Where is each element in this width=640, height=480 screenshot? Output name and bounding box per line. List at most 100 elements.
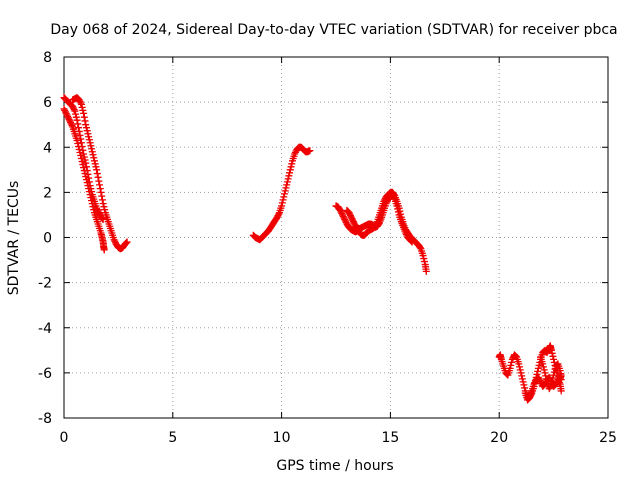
data-point: [345, 209, 353, 217]
data-point: [521, 384, 529, 392]
data-point: [122, 239, 130, 247]
data-point: [78, 158, 86, 166]
data-point: [548, 377, 556, 385]
data-point: [101, 206, 109, 214]
data-point: [408, 238, 416, 246]
data-point: [123, 238, 131, 246]
data-point: [88, 145, 96, 153]
data-point: [72, 113, 80, 121]
data-point: [76, 97, 84, 105]
data-point: [91, 160, 99, 168]
data-points: [60, 94, 565, 404]
data-point: [507, 361, 515, 369]
data-point: [77, 152, 85, 160]
data-point: [80, 109, 88, 117]
data-point: [533, 370, 541, 378]
data-point: [99, 200, 107, 208]
x-axis-label: GPS time / hours: [276, 458, 393, 474]
data-point: [540, 366, 548, 374]
data-point: [80, 167, 88, 175]
data-point: [350, 219, 358, 227]
data-point: [94, 207, 102, 215]
data-point: [84, 182, 92, 190]
data-point: [526, 392, 534, 400]
data-point: [72, 110, 80, 118]
data-point: [383, 198, 391, 206]
data-point: [394, 208, 402, 216]
data-point: [81, 170, 89, 178]
data-point: [81, 117, 89, 125]
data-point: [539, 363, 547, 371]
x-tick-label: 0: [60, 430, 69, 446]
data-point: [82, 121, 90, 129]
data-point: [88, 200, 96, 208]
data-point: [285, 172, 293, 180]
data-point: [281, 190, 289, 198]
data-point: [71, 107, 79, 115]
data-point: [349, 216, 357, 224]
grid-lines: [64, 57, 608, 418]
data-point: [282, 184, 290, 192]
data-point: [553, 361, 561, 369]
data-point: [74, 120, 82, 128]
data-point: [349, 218, 357, 226]
data-point: [537, 378, 545, 386]
data-point: [96, 210, 104, 218]
data-point: [511, 352, 519, 360]
data-point: [82, 124, 90, 132]
data-point: [557, 387, 565, 395]
data-point: [278, 199, 286, 207]
y-tick-label: 0: [43, 231, 52, 247]
data-point: [291, 150, 299, 158]
y-tick-labels: -8 -6 -4 -2 0 2 4 6 8: [38, 50, 52, 427]
data-point: [75, 146, 83, 154]
data-point: [283, 181, 291, 189]
data-point: [89, 203, 97, 211]
data-point: [341, 217, 349, 225]
data-point: [98, 192, 106, 200]
data-point: [517, 369, 525, 377]
data-point: [85, 133, 93, 141]
data-point: [100, 203, 108, 211]
data-point: [531, 376, 539, 384]
data-point: [519, 378, 527, 386]
data-point: [87, 194, 95, 202]
data-point: [76, 149, 84, 157]
data-point: [518, 372, 526, 380]
data-point: [79, 106, 87, 114]
data-point: [82, 176, 90, 184]
data-point: [340, 214, 348, 222]
data-point: [77, 139, 85, 147]
data-point: [382, 200, 390, 208]
data-point: [407, 237, 415, 245]
data-point: [393, 202, 401, 210]
data-point: [286, 166, 294, 174]
data-point: [550, 371, 558, 379]
data-point: [531, 379, 539, 387]
y-tick-label: 8: [43, 50, 52, 66]
data-point: [85, 136, 93, 144]
y-tick-label: -4: [38, 321, 52, 337]
data-point: [557, 376, 565, 384]
data-point: [516, 366, 524, 374]
data-point: [542, 372, 550, 380]
data-point: [338, 209, 346, 217]
data-point: [67, 118, 75, 126]
data-point: [73, 136, 81, 144]
data-point: [416, 244, 424, 252]
y-tick-label: 6: [43, 95, 52, 111]
data-point: [306, 147, 314, 155]
data-point: [549, 374, 557, 382]
data-point: [520, 381, 528, 389]
data-point: [97, 188, 105, 196]
data-point: [82, 173, 90, 181]
data-point: [89, 151, 97, 159]
data-point: [508, 358, 516, 366]
data-point: [541, 369, 549, 377]
data-point: [76, 131, 84, 139]
data-point: [122, 240, 130, 248]
data-point: [390, 194, 398, 202]
data-point: [284, 175, 292, 183]
data-point: [341, 215, 349, 223]
data-point: [83, 127, 91, 135]
